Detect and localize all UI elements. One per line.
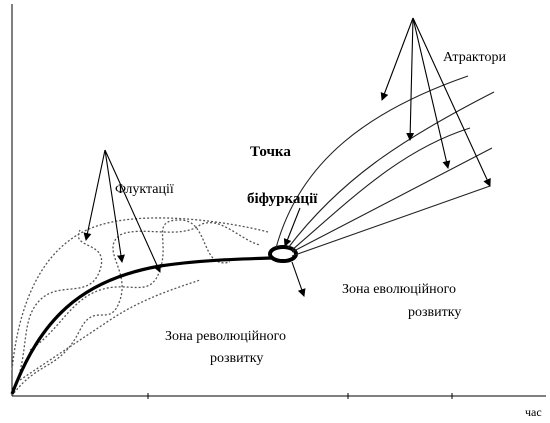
fluctuation-curves	[11, 217, 269, 394]
bifurcation-point	[268, 245, 298, 263]
axes	[11, 4, 546, 399]
revolution-label: розвитку	[210, 351, 263, 366]
main-trajectory	[10, 256, 273, 395]
attractor-branches	[275, 75, 495, 257]
arrows	[83, 17, 491, 297]
evolution-label: розвитку	[408, 305, 461, 320]
revolution-label: Зона революційного	[165, 329, 286, 344]
x-axis-label: час	[525, 405, 542, 419]
attractors-label: Атрактори	[443, 50, 506, 65]
evolution-label: Зона еволюційного	[342, 282, 456, 297]
point-label: Точка	[250, 144, 291, 160]
fluctuations-label: Флуктації	[115, 182, 174, 197]
point-label: біфуркації	[247, 191, 318, 207]
